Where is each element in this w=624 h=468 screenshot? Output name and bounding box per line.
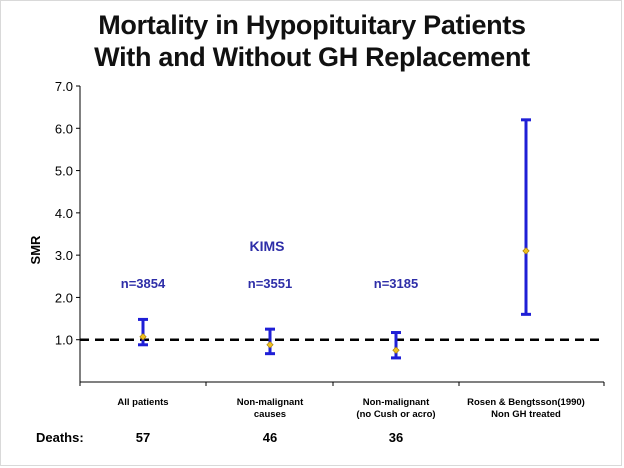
n-label: n=3185 (374, 276, 418, 291)
y-tick-label: 7.0 (55, 79, 73, 94)
deaths-value: 46 (263, 430, 277, 445)
x-category-label: All patients (117, 397, 168, 408)
x-category-label: Non-malignant (237, 397, 304, 408)
x-category-label: (no Cush or acro) (356, 409, 435, 420)
n-label: n=3854 (121, 276, 166, 291)
deaths-label: Deaths: (36, 430, 84, 445)
y-tick-label: 2.0 (55, 290, 73, 305)
deaths-value: 57 (136, 430, 150, 445)
x-category-label: Non GH treated (491, 409, 561, 420)
y-tick-label: 4.0 (55, 206, 73, 221)
smr-point (522, 247, 530, 255)
y-tick-label: 3.0 (55, 248, 73, 263)
y-tick-label: 5.0 (55, 164, 73, 179)
y-axis-label: SMR (28, 235, 43, 265)
smr-point (266, 341, 274, 349)
deaths-value: 36 (389, 430, 403, 445)
smr-point (139, 333, 147, 341)
smr-point (392, 346, 400, 354)
n-label: n=3551 (248, 276, 292, 291)
group-label-kims: KIMS (250, 238, 285, 254)
chart-title-line-1: Mortality in Hypopituitary Patients (98, 10, 526, 40)
x-category-label: Non-malignant (363, 397, 430, 408)
y-tick-label: 1.0 (55, 333, 73, 348)
chart-title-line-2: With and Without GH Replacement (94, 42, 530, 72)
y-tick-label: 6.0 (55, 121, 73, 136)
x-category-label: causes (254, 409, 286, 420)
x-category-label: Rosen & Bengtsson(1990) (467, 397, 585, 408)
